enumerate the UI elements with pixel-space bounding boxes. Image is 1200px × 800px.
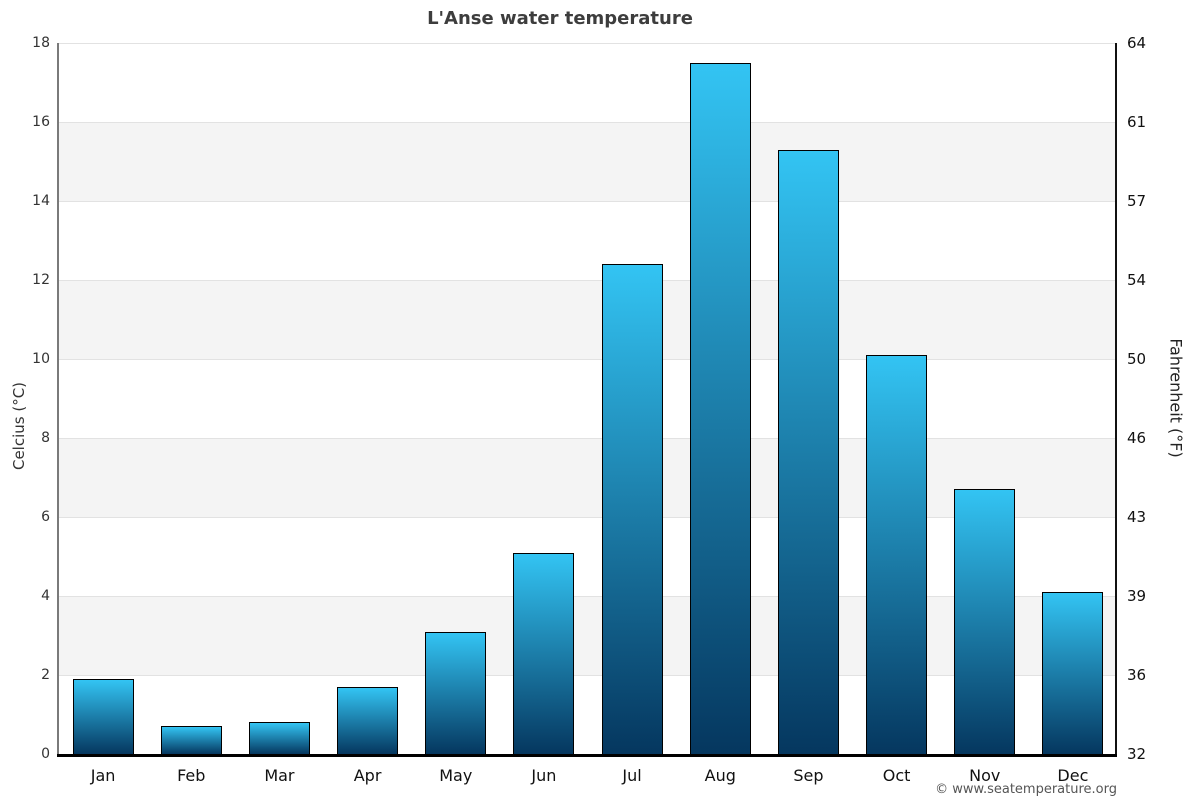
fahrenheit-tick-54: 54 (1127, 271, 1147, 289)
celsius-tick-4: 4 (41, 588, 50, 604)
fahrenheit-tick-61: 61 (1127, 113, 1147, 131)
y-axis-line-right (1115, 43, 1117, 754)
bar-apr (337, 686, 399, 754)
x-tick-nov: Nov (969, 766, 1001, 785)
plot-band (59, 675, 1117, 754)
celsius-tick-2: 2 (41, 667, 50, 683)
x-tick-jun: Jun (531, 766, 557, 785)
bar-jul (601, 264, 663, 754)
fahrenheit-tick-32: 32 (1127, 745, 1147, 763)
plot-area (59, 43, 1117, 754)
celsius-tick-12: 12 (32, 272, 50, 288)
plot-band (59, 122, 1117, 201)
bar-may (425, 631, 487, 754)
x-tick-jul: Jul (622, 766, 642, 785)
plot-band (59, 280, 1117, 359)
gridline (59, 122, 1117, 123)
bar-dec (1042, 592, 1104, 754)
x-tick-aug: Aug (704, 766, 736, 785)
x-axis-line (57, 754, 1117, 757)
y-axis-title-celsius: Celcius (°C) (10, 381, 28, 471)
fahrenheit-tick-39: 39 (1127, 587, 1147, 605)
x-tick-dec: Dec (1057, 766, 1089, 785)
plot-band (59, 596, 1117, 675)
gridline (59, 280, 1117, 281)
gridline (59, 201, 1117, 202)
y-axis-line-left (57, 43, 59, 754)
celsius-tick-18: 18 (32, 35, 50, 51)
celsius-tick-8: 8 (41, 430, 50, 446)
plot-band (59, 359, 1117, 438)
fahrenheit-tick-50: 50 (1127, 350, 1147, 368)
fahrenheit-tick-36: 36 (1127, 666, 1147, 684)
gridline (59, 596, 1117, 597)
plot-band (59, 438, 1117, 517)
bar-sep (777, 149, 839, 754)
fahrenheit-tick-46: 46 (1127, 429, 1147, 447)
celsius-tick-0: 0 (41, 746, 50, 762)
plot-band (59, 43, 1117, 122)
bar-nov (954, 489, 1016, 754)
plot-band (59, 517, 1117, 596)
gridline (59, 43, 1117, 44)
bar-mar (248, 722, 310, 754)
bar-oct (866, 355, 928, 754)
x-tick-apr: Apr (353, 766, 382, 785)
chart-title: L'Anse water temperature (427, 8, 693, 29)
copyright-text: © www.seatemperature.org (935, 782, 1117, 797)
celsius-tick-14: 14 (32, 193, 50, 209)
celsius-tick-10: 10 (32, 351, 50, 367)
bar-aug (689, 62, 751, 754)
gridline (59, 675, 1117, 676)
x-tick-feb: Feb (177, 766, 206, 785)
y-axis-title-fahrenheit: Fahrenheit (°F) (1166, 338, 1186, 458)
plot-band (59, 201, 1117, 280)
bar-jan (72, 678, 134, 754)
celsius-tick-6: 6 (41, 509, 50, 525)
x-tick-oct: Oct (882, 766, 911, 785)
fahrenheit-tick-57: 57 (1127, 192, 1147, 210)
fahrenheit-tick-43: 43 (1127, 508, 1147, 526)
gridline (59, 359, 1117, 360)
gridline (59, 517, 1117, 518)
bar-feb (160, 726, 222, 754)
x-tick-mar: Mar (264, 766, 295, 785)
celsius-tick-16: 16 (32, 114, 50, 130)
gridline (59, 438, 1117, 439)
x-tick-may: May (439, 766, 473, 785)
bar-jun (513, 552, 575, 754)
fahrenheit-tick-64: 64 (1127, 34, 1147, 52)
x-tick-jan: Jan (90, 766, 116, 785)
x-tick-sep: Sep (793, 766, 824, 785)
